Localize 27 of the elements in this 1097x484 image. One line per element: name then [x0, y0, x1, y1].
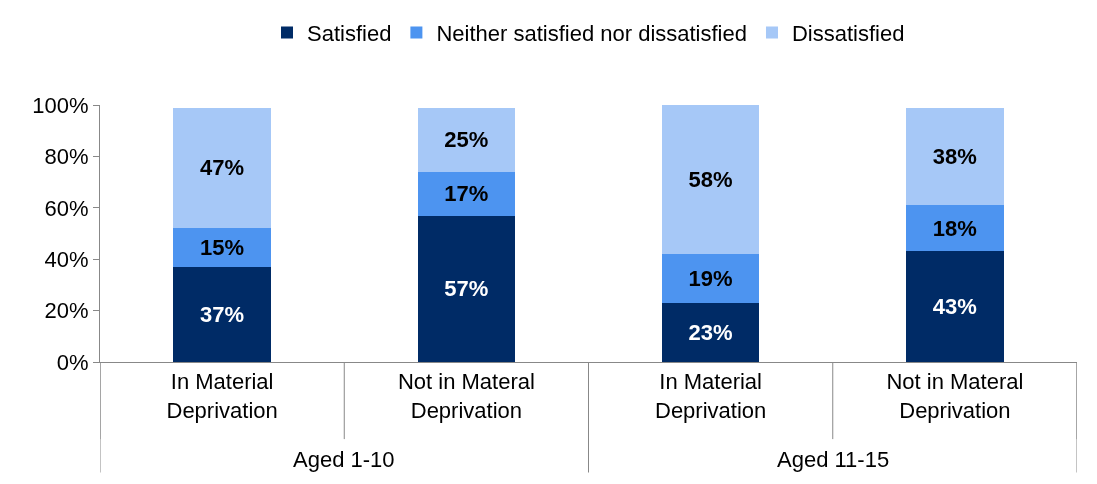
data-label: 37% — [200, 301, 245, 327]
data-label: 47% — [200, 155, 245, 181]
data-label: 43% — [932, 294, 977, 320]
data-label: 57% — [444, 276, 489, 302]
text: Aged 11-15 — [777, 447, 890, 472]
data-label: 19% — [688, 265, 733, 291]
x-tick-label: In Material Deprivation — [166, 369, 278, 423]
data-label: 18% — [932, 215, 977, 241]
data-label: 25% — [444, 127, 489, 153]
y-tick-label: 20% — [44, 298, 89, 324]
text: Aged 1-10 — [293, 447, 395, 472]
y-tick-label: 100% — [32, 92, 89, 118]
data-label: 38% — [932, 143, 977, 169]
y-tick-label: 40% — [44, 246, 89, 272]
data-label: 58% — [688, 167, 733, 193]
y-tick-label: 0% — [56, 349, 89, 375]
x-tick-label: In Material Deprivation — [654, 369, 767, 423]
legend-label: Dissatisfied — [791, 20, 905, 46]
legend-label: Neither satisfied nor dissatisfied — [436, 20, 747, 46]
y-tick-label: 60% — [44, 195, 89, 221]
data-label: 15% — [200, 235, 245, 261]
data-label: 17% — [444, 181, 489, 207]
data-label: 23% — [688, 319, 733, 345]
x-tick-label: Not in Materal Deprivation — [397, 369, 535, 423]
y-tick-label: 80% — [44, 144, 89, 170]
x-tick-label: Not in Materal Deprivation — [886, 369, 1024, 423]
legend-label: Satisfied — [307, 20, 392, 46]
